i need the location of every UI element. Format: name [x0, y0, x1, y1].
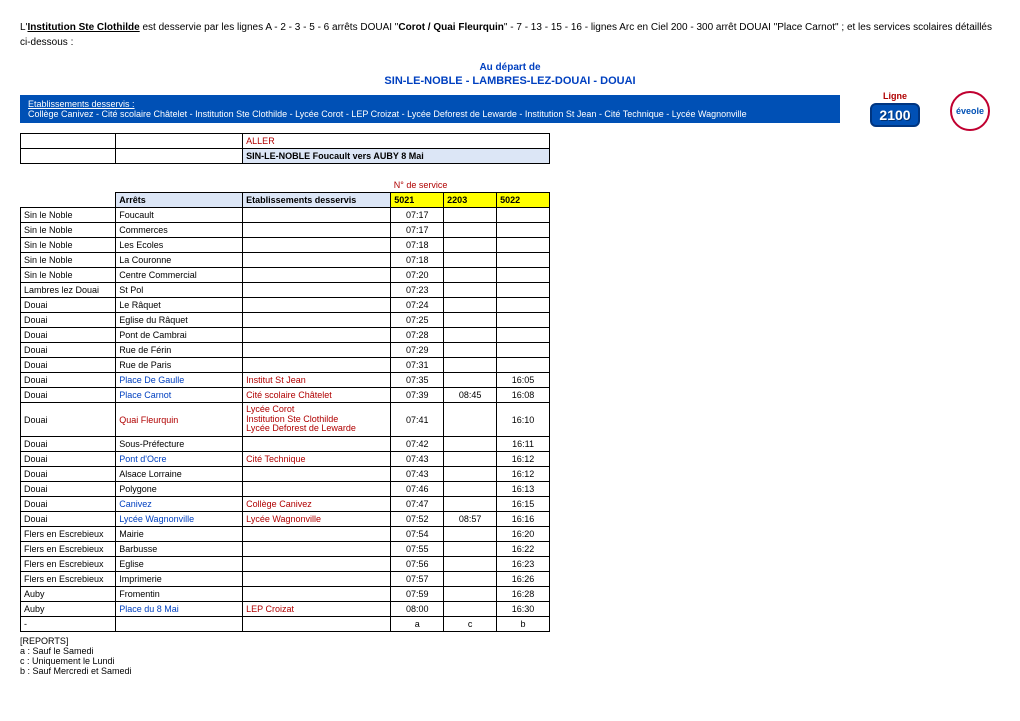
- table-row: AubyPlace du 8 MaiLEP Croizat08:0016:30: [21, 602, 550, 617]
- depart-heading: Au départ de: [20, 62, 1000, 73]
- table-row: Sin le NobleLes Ecoles07:18: [21, 238, 550, 253]
- table-row: DouaiPont d'OcreCité Technique07:4316:12: [21, 452, 550, 467]
- table-row: DouaiQuai FleurquinLycée CorotInstitutio…: [21, 403, 550, 437]
- table-row: Sin le NobleLa Couronne07:18: [21, 253, 550, 268]
- table-row: Flers en EscrebieuxMairie07:5416:20: [21, 527, 550, 542]
- table-row: DouaiLycée WagnonvilleLycée Wagnonville0…: [21, 512, 550, 527]
- table-row: Sin le NobleCentre Commercial07:20: [21, 268, 550, 283]
- intro-text: L'Institution Ste Clothilde est desservi…: [20, 20, 1000, 50]
- table-row: AubyFromentin07:5916:28: [21, 587, 550, 602]
- table-row: DouaiPont de Cambrai07:28: [21, 328, 550, 343]
- table-row: DouaiEglise du Râquet07:25: [21, 313, 550, 328]
- table-row: DouaiPlace CarnotCité scolaire Châtelet0…: [21, 388, 550, 403]
- table-row: DouaiRue de Férin07:29: [21, 343, 550, 358]
- institution-name: Institution Ste Clothilde: [27, 22, 139, 33]
- establishments-title: Etablissements desservis :: [28, 99, 135, 109]
- table-row: DouaiCanivezCollège Canivez07:4716:15: [21, 497, 550, 512]
- eveole-logo: éveole: [950, 91, 990, 131]
- establishments-body: Collège Canivez - Cité scolaire Châtelet…: [28, 109, 747, 119]
- table-row: DouaiPolygone07:4616:13: [21, 482, 550, 497]
- establishments-bar: Etablissements desservis : Collège Caniv…: [20, 95, 840, 123]
- line-badge: Ligne 2100: [870, 91, 920, 127]
- table-row: Flers en EscrebieuxImprimerie07:5716:26: [21, 572, 550, 587]
- table-row: DouaiPlace De GaulleInstitut St Jean07:3…: [21, 373, 550, 388]
- route-subheading: SIN-LE-NOBLE - LAMBRES-LEZ-DOUAI - DOUAI: [20, 75, 1000, 87]
- table-row: Sin le NobleFoucault07:17: [21, 208, 550, 223]
- reports-legend: [REPORTS] a : Sauf le Samedi c : Uniquem…: [20, 636, 1000, 676]
- timetable: ALLERSIN-LE-NOBLE Foucault vers AUBY 8 M…: [20, 133, 550, 632]
- table-row: DouaiAlsace Lorraine07:4316:12: [21, 467, 550, 482]
- table-row: Sin le NobleCommerces07:17: [21, 223, 550, 238]
- table-row: Flers en EscrebieuxBarbusse07:5516:22: [21, 542, 550, 557]
- table-row: DouaiRue de Paris07:31: [21, 358, 550, 373]
- table-row: Lambres lez DouaiSt Pol07:23: [21, 283, 550, 298]
- table-row: DouaiSous-Préfecture07:4216:11: [21, 437, 550, 452]
- table-row: DouaiLe Râquet07:24: [21, 298, 550, 313]
- corot-label: Corot / Quai Fleurquin: [398, 22, 504, 33]
- table-row: Flers en EscrebieuxEglise07:5616:23: [21, 557, 550, 572]
